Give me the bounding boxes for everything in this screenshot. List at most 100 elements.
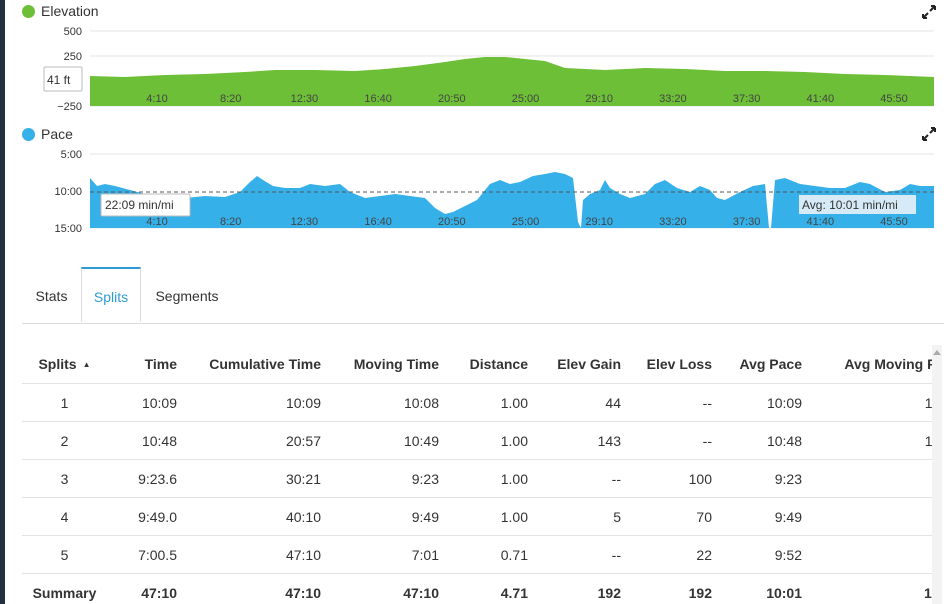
pace-legend-dot-icon (22, 127, 35, 141)
elevation-x-tick: 20:50 (438, 93, 466, 105)
cell-distance: 1.00 (439, 383, 528, 422)
summary-cell-avg-moving-pace: 10:0 (802, 573, 932, 604)
cell-moving-time: 7:01 (321, 535, 439, 574)
cell-time: 7:00.5 (107, 535, 177, 574)
elevation-y-tick: 500 (64, 26, 82, 38)
summary-cell-moving-time: 47:10 (321, 573, 439, 604)
cell-moving-time: 10:49 (321, 421, 439, 460)
cell-avg-moving-pace: 9:4 (802, 497, 932, 536)
cell-split: 4 (22, 497, 107, 536)
cell-distance: 1.00 (439, 421, 528, 460)
pace-x-tick: 16:40 (364, 216, 392, 228)
detail-tabs: Stats Splits Segments (22, 267, 944, 324)
elevation-x-tick: 4:10 (146, 93, 167, 105)
elevation-legend[interactable]: Elevation (22, 3, 99, 19)
splits-table: Splits ▲ Time Cumulative Time Moving Time… (22, 345, 932, 604)
elevation-x-tick: 33:20 (659, 93, 687, 105)
cell-elev-loss: 70 (621, 497, 712, 536)
elevation-tooltip: 41 ft (43, 66, 83, 92)
cell-avg-moving-pace: 10:4 (802, 421, 932, 460)
cell-avg-pace: 9:49 (712, 497, 802, 536)
summary-cell-avg-pace: 10:01 (712, 573, 802, 604)
pace-title: Pace (41, 126, 73, 142)
table-row[interactable]: 57:00.547:107:010.71--229:529:5 (22, 535, 932, 574)
cell-elev-loss: 100 (621, 459, 712, 498)
pace-y-tick: 10:00 (54, 186, 82, 198)
tab-segments[interactable]: Segments (155, 288, 219, 304)
column-header-cumulative-time[interactable]: Cumulative Time (209, 356, 321, 372)
pace-plot[interactable]: 5:00 10:00 15:00 4:10 8:20 12:30 16:40 20:50… (5, 122, 944, 240)
elevation-legend-dot-icon (22, 4, 35, 18)
splits-table-container[interactable]: Splits ▲ Time Cumulative Time Moving Time… (22, 345, 932, 604)
cell-avg-moving-pace: 9:5 (802, 535, 932, 574)
summary-cell-cumulative-time: 47:10 (177, 573, 321, 604)
summary-cell-distance: 4.71 (439, 573, 528, 604)
pace-x-tick: 4:10 (146, 216, 167, 228)
cell-cumulative-time: 20:57 (177, 421, 321, 460)
column-header-avg-pace[interactable]: Avg Pace (739, 356, 802, 372)
pace-tooltip-text: 22:09 min/mi (105, 198, 174, 212)
cell-elev-gain: 5 (528, 497, 621, 536)
pace-x-axis: 4:10 8:20 12:30 16:40 20:50 25:00 29:10 33:20 37… (146, 216, 907, 228)
elevation-y-tick: 250 (64, 51, 82, 63)
column-header-moving-time[interactable]: Moving Time (353, 356, 439, 372)
elevation-plot[interactable]: 500 250 0 −250 4:108:2012:3016:4020:5025… (5, 0, 944, 118)
column-header-splits[interactable]: Splits ▲ (38, 356, 91, 372)
pace-x-tick: 45:50 (880, 216, 908, 228)
elevation-x-tick: 25:00 (512, 93, 540, 105)
cell-avg-pace: 10:09 (712, 383, 802, 422)
cell-split: 3 (22, 459, 107, 498)
summary-cell-elev-gain: 192 (528, 573, 621, 604)
cell-time: 9:49.0 (107, 497, 177, 536)
pace-average-text: Avg: 10:01 min/mi (802, 198, 898, 212)
cell-distance: 1.00 (439, 497, 528, 536)
elevation-x-tick: 29:10 (585, 93, 613, 105)
summary-cell-split: Summary (22, 573, 107, 604)
column-header-time[interactable]: Time (144, 356, 177, 372)
pace-y-tick: 5:00 (61, 149, 82, 161)
column-header-elev-gain[interactable]: Elev Gain (557, 356, 621, 372)
activity-panel: Elevation 500 250 0 −250 4:108:2012:3016… (5, 0, 944, 604)
pace-x-tick: 20:50 (438, 216, 466, 228)
elevation-x-tick: 12:30 (291, 93, 319, 105)
cell-distance: 1.00 (439, 459, 528, 498)
column-header-avg-moving-pace[interactable]: Avg Moving Pac (844, 356, 932, 372)
sort-ascending-icon: ▲ (82, 360, 91, 369)
tab-stats[interactable]: Stats (35, 288, 68, 304)
cell-moving-time: 9:23 (321, 459, 439, 498)
expand-icon[interactable] (922, 5, 936, 19)
elevation-chart: Elevation 500 250 0 −250 4:108:2012:3016… (5, 0, 944, 118)
tab-splits[interactable]: Splits (81, 267, 141, 322)
cell-elev-loss: -- (621, 421, 712, 460)
summary-row: Summary47:1047:1047:104.7119219210:0110:… (22, 573, 932, 604)
elevation-title: Elevation (41, 3, 99, 19)
cell-elev-loss: -- (621, 383, 712, 422)
cell-time: 10:48 (107, 421, 177, 460)
cell-distance: 0.71 (439, 535, 528, 574)
elevation-y-tick: −250 (57, 101, 82, 113)
scroll-up-icon[interactable] (933, 350, 941, 355)
pace-area (90, 172, 934, 228)
pace-tooltip: 22:09 min/mi (100, 193, 191, 217)
cell-elev-gain: 143 (528, 421, 621, 460)
cell-elev-gain: -- (528, 459, 621, 498)
elevation-x-tick: 41:40 (807, 93, 835, 105)
cell-avg-moving-pace: 9:2 (802, 459, 932, 498)
cell-moving-time: 9:49 (321, 497, 439, 536)
column-header-elev-loss[interactable]: Elev Loss (646, 356, 712, 372)
table-header-row: Splits ▲ Time Cumulative Time Moving Time… (22, 345, 932, 384)
cell-avg-pace: 9:23 (712, 459, 802, 498)
elevation-tooltip-text: 41 ft (47, 73, 71, 87)
summary-cell-elev-loss: 192 (621, 573, 712, 604)
column-header-distance[interactable]: Distance (469, 356, 528, 372)
cell-elev-gain: 44 (528, 383, 621, 422)
elevation-x-tick: 8:20 (220, 93, 241, 105)
expand-icon[interactable] (922, 127, 936, 141)
cell-split: 2 (22, 421, 107, 460)
table-scrollbar[interactable] (932, 345, 942, 604)
pace-legend[interactable]: Pace (22, 126, 73, 142)
